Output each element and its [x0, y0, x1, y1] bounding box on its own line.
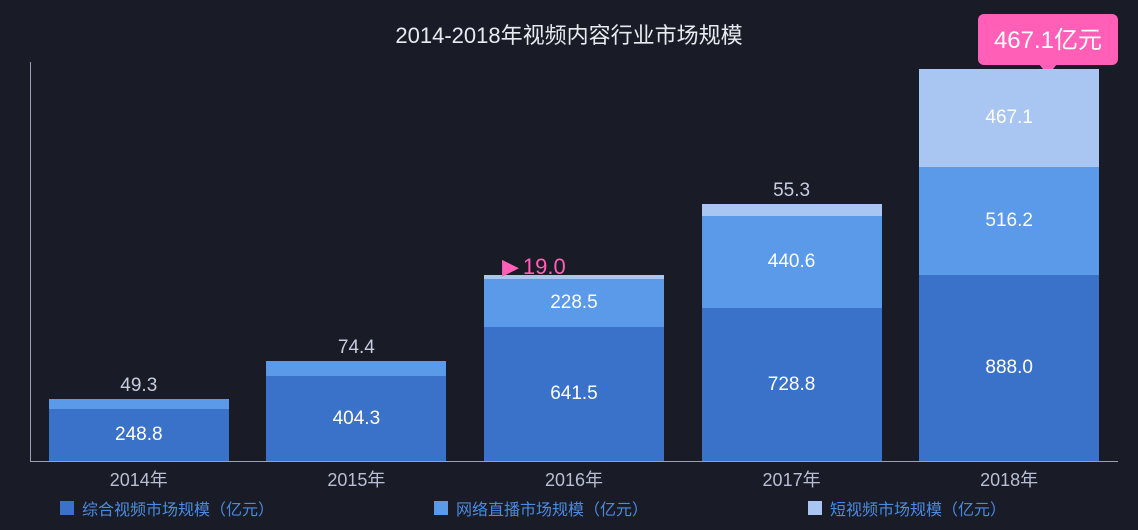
bar-segment: 516.2: [919, 167, 1099, 275]
segment-value: 49.3: [49, 375, 229, 397]
legend-swatch: [808, 501, 822, 515]
bar-column: 248.8 49.3: [49, 399, 229, 461]
x-label: 2016年: [484, 466, 664, 492]
x-label: 2017年: [702, 466, 882, 492]
bar-segment: 19.0: [484, 275, 664, 279]
x-axis: [30, 461, 1118, 462]
bar-segment: 404.3: [266, 376, 446, 461]
legend-label: 网络直播市场规模（亿元）: [456, 496, 648, 520]
bar-segment: 228.5: [484, 279, 664, 327]
chart-title: 2014-2018年视频内容行业市场规模: [0, 18, 1138, 50]
bar-segment: 440.6: [702, 216, 882, 308]
plot-area: 248.8 49.3 404.3 74.4 641.5 228.5 19.0 728.8 440…: [30, 62, 1118, 462]
x-label: 2014年: [49, 466, 229, 492]
bar-column: 641.5 228.5 19.0: [484, 275, 664, 461]
segment-value: 55.3: [702, 180, 882, 202]
legend-item: 综合视频市场规模（亿元）: [60, 496, 274, 520]
bar-segment: 641.5: [484, 327, 664, 461]
legend: 综合视频市场规模（亿元） 网络直播市场规模（亿元） 短视频市场规模（亿元）: [60, 496, 1006, 520]
x-label: 2015年: [266, 466, 446, 492]
segment-value: 728.8: [768, 374, 816, 396]
bar-segment: 74.4: [266, 361, 446, 377]
highlight-callout: 467.1亿元: [978, 14, 1118, 65]
segment-value: 641.5: [550, 383, 598, 405]
bar-segment: 248.8: [49, 409, 229, 461]
legend-label: 综合视频市场规模（亿元）: [82, 496, 274, 520]
segment-value: 228.5: [550, 292, 598, 314]
bar-segment: 728.8: [702, 308, 882, 461]
segment-value: 248.8: [115, 424, 163, 446]
bar-column: 404.3 74.4: [266, 361, 446, 461]
segment-value: 404.3: [333, 408, 381, 430]
segment-value: 467.1: [985, 107, 1033, 129]
bar-segment: 49.3: [49, 399, 229, 409]
segment-value: 74.4: [266, 337, 446, 359]
legend-label: 短视频市场规模（亿元）: [830, 496, 1006, 520]
legend-item: 网络直播市场规模（亿元）: [434, 496, 648, 520]
segment-value: 440.6: [768, 251, 816, 273]
legend-swatch: [60, 501, 74, 515]
segment-value: 888.0: [985, 357, 1033, 379]
x-label: 2018年: [919, 466, 1099, 492]
bars-container: 248.8 49.3 404.3 74.4 641.5 228.5 19.0 728.8 440…: [30, 63, 1118, 461]
bar-column: 888.0 516.2 467.1: [919, 69, 1099, 461]
bar-column: 728.8 440.6 55.3: [702, 204, 882, 461]
bar-segment: 55.3: [702, 204, 882, 216]
bar-segment: 888.0: [919, 275, 1099, 461]
segment-value: 516.2: [985, 210, 1033, 232]
legend-swatch: [434, 501, 448, 515]
x-axis-labels: 2014年 2015年 2016年 2017年 2018年: [30, 466, 1118, 492]
bar-segment: 467.1: [919, 69, 1099, 167]
legend-item: 短视频市场规模（亿元）: [808, 496, 1006, 520]
